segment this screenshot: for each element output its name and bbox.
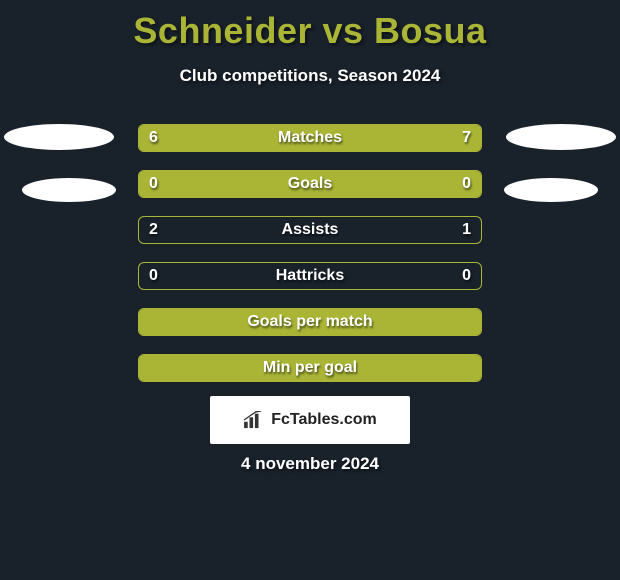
- stat-row: Goals per match: [138, 308, 482, 336]
- comparison-bars: 67Matches 00Goals 21Assists 00Hattricks Goal…: [138, 124, 482, 400]
- player-right-marker-1: [506, 124, 616, 150]
- player-left-marker-1: [4, 124, 114, 150]
- stat-label: Min per goal: [139, 355, 481, 381]
- player-left-marker-2: [22, 178, 116, 202]
- chart-icon: [243, 411, 265, 429]
- stat-label: Matches: [139, 125, 481, 151]
- stat-row: 67Matches: [138, 124, 482, 152]
- stat-label: Goals: [139, 171, 481, 197]
- logo-box: FcTables.com: [210, 396, 410, 444]
- stat-row: Min per goal: [138, 354, 482, 382]
- subtitle: Club competitions, Season 2024: [0, 66, 620, 86]
- stat-label: Assists: [139, 217, 481, 243]
- stat-label: Hattricks: [139, 263, 481, 289]
- stat-row: 00Hattricks: [138, 262, 482, 290]
- page-title: Schneider vs Bosua: [0, 0, 620, 52]
- stat-row: 21Assists: [138, 216, 482, 244]
- date-label: 4 november 2024: [0, 454, 620, 474]
- stat-row: 00Goals: [138, 170, 482, 198]
- player-right-marker-2: [504, 178, 598, 202]
- stat-label: Goals per match: [139, 309, 481, 335]
- logo-text: FcTables.com: [271, 411, 377, 429]
